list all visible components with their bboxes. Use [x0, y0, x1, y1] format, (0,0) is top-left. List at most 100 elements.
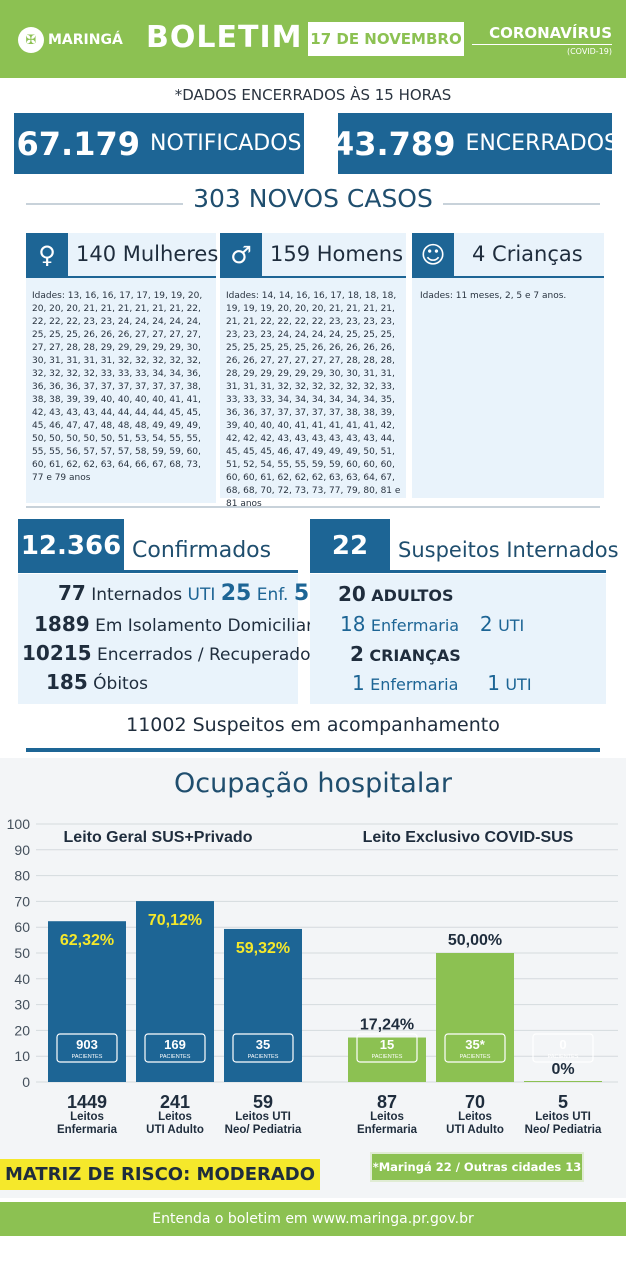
internados-number: 77 — [58, 581, 86, 605]
encerrados-number: 43.789 — [331, 124, 456, 163]
internados-row: 77 Internados UTI 25 Enf. 52 — [58, 581, 324, 606]
patients-word: PACIENTES — [548, 1054, 579, 1060]
y-tick-label: 0 — [22, 1074, 30, 1090]
adultos-row: 20 ADULTOS — [338, 582, 454, 606]
chart-bar — [436, 953, 514, 1082]
novos-casos-heading: 303 NOVOS CASOS — [0, 184, 626, 213]
mulheres-card — [26, 233, 216, 503]
homens-underline — [220, 276, 406, 278]
chart-bar — [524, 1081, 602, 1082]
bed-category-line1: Leitos — [158, 1111, 192, 1123]
chart-bar — [136, 901, 214, 1082]
recuperados-label: Encerrados / Recuperados — [97, 645, 320, 665]
patients-box — [444, 1033, 506, 1063]
patients-count: 35* — [465, 1037, 485, 1052]
y-tick-label: 30 — [14, 997, 30, 1013]
confirmados-number: 12.366 — [18, 519, 124, 573]
confirmados-label: Confirmados — [132, 538, 272, 563]
patients-box — [56, 1033, 118, 1063]
bed-category-line2: Neo/ Pediatria — [225, 1124, 302, 1136]
y-tick-label: 20 — [14, 1022, 30, 1038]
bed-category-line2: Neo/ Pediatria — [525, 1124, 602, 1136]
chart-group-title: Leito Geral SUS+Privado — [64, 829, 253, 846]
adultos-label: ADULTOS — [371, 586, 454, 605]
bed-category-line2: UTI Adulto — [146, 1124, 204, 1136]
page-title: BOLETIM — [146, 20, 303, 55]
bar-value-label: 0% — [551, 1061, 574, 1078]
suspeitos-underline — [310, 570, 606, 573]
confirmados-underline — [18, 570, 298, 573]
section-divider — [26, 506, 600, 508]
patients-count: 35 — [256, 1037, 270, 1052]
encerrados-label: ENCERRADOS — [465, 131, 619, 156]
hospital-title: Ocupação hospitalar — [173, 768, 452, 799]
suspeitos-label: Suspeitos Internados — [398, 538, 619, 562]
patients-word: PACIENTES — [248, 1054, 279, 1060]
criancas-label: CRIANÇAS — [369, 646, 461, 665]
chart-bar — [48, 921, 126, 1082]
bed-category-line1: Leitos — [458, 1111, 492, 1123]
notificados-box: 67.179 NOTIFICADOS — [14, 113, 304, 174]
criancas-enf-label: Enfermaria — [370, 675, 459, 694]
bed-category-line2: UTI Adulto — [446, 1124, 504, 1136]
patients-count: 0 — [559, 1037, 566, 1052]
chart-bar — [224, 928, 302, 1082]
bar-value-label: 17,24% — [360, 1017, 414, 1034]
adultos-uti-label: UTI — [498, 616, 525, 635]
adultos-uti-number: 2 — [479, 612, 493, 636]
acompanhamento-text: 11002 Suspeitos em acompanhamento — [126, 714, 500, 736]
risk-matrix-banner: MATRIZ DE RISCO: MODERADO — [0, 1159, 320, 1190]
mulheres-title: 140 Mulheres — [76, 242, 219, 266]
patients-word: PACIENTES — [460, 1054, 491, 1060]
patients-count: 15 — [380, 1037, 394, 1052]
mulheres-underline — [26, 276, 216, 278]
maringa-footnote: *Maringá 22 / Outras cidades 13 — [370, 1152, 584, 1182]
patients-word: PACIENTES — [160, 1054, 191, 1060]
y-tick-label: 90 — [14, 842, 30, 858]
bed-category-line2: Enfermaria — [357, 1124, 418, 1136]
corona-label: CORONAVÍRUS (COVID-19) — [472, 24, 612, 56]
corona-title: CORONAVÍRUS — [472, 24, 612, 45]
patients-box — [356, 1033, 418, 1063]
criancas-uti-number: 1 — [487, 671, 500, 695]
obitos-row: 185 Óbitos — [46, 670, 148, 694]
footer-bar: Entenda o boletim em www.maringa.pr.gov.… — [0, 1202, 626, 1236]
bed-category-line1: Leitos — [370, 1111, 404, 1123]
obitos-label: Óbitos — [93, 674, 148, 694]
maringa-logo: ✠ MARINGÁ — [18, 24, 138, 56]
obitos-number: 185 — [46, 670, 88, 694]
criancas-ages: Idades: 11 meses, 2, 5 e 7 anos. — [420, 291, 567, 301]
y-tick-label: 70 — [14, 893, 30, 909]
y-tick-label: 10 — [14, 1048, 30, 1064]
beds-count: 241 — [160, 1092, 190, 1112]
isolamento-label: Em Isolamento Domiciliar — [95, 616, 314, 636]
criancas-title: 4 Crianças — [472, 242, 583, 266]
suspeitos-panel — [310, 574, 606, 704]
y-tick-label: 60 — [14, 919, 30, 935]
female-icon: ♀ — [26, 233, 68, 277]
adultos-number: 20 — [338, 582, 366, 606]
criancas-uti-label: UTI — [505, 675, 532, 694]
criancas-enf-number: 1 — [352, 671, 365, 695]
criancas-row: 2 CRIANÇAS — [350, 642, 461, 666]
y-tick-label: 100 — [7, 816, 31, 832]
bed-category-line1: Leitos UTI — [535, 1111, 591, 1123]
beds-count: 70 — [465, 1092, 485, 1112]
y-tick-label: 50 — [14, 945, 30, 961]
recuperados-number: 10215 — [22, 641, 92, 665]
notificados-number: 67.179 — [16, 124, 140, 163]
adultos-detail-row: 18 Enfermaria 2 UTI — [340, 612, 524, 636]
beds-count: 87 — [377, 1092, 397, 1112]
adultos-enf-number: 18 — [340, 612, 366, 636]
bar-value-label: 50,00% — [448, 932, 502, 949]
bar-value-label: 59,32% — [236, 940, 290, 957]
suspeitos-number: 22 — [310, 519, 390, 573]
patients-box — [532, 1033, 594, 1063]
bar-value-label: 62,32% — [60, 932, 114, 949]
chart-group-title: Leito Exclusivo COVID-SUS — [363, 829, 574, 846]
bed-category-line1: Leitos UTI — [235, 1111, 291, 1123]
chart-bar — [348, 1037, 426, 1082]
bed-category-line1: Leitos — [70, 1111, 104, 1123]
covid-subtitle: (COVID-19) — [566, 47, 612, 56]
